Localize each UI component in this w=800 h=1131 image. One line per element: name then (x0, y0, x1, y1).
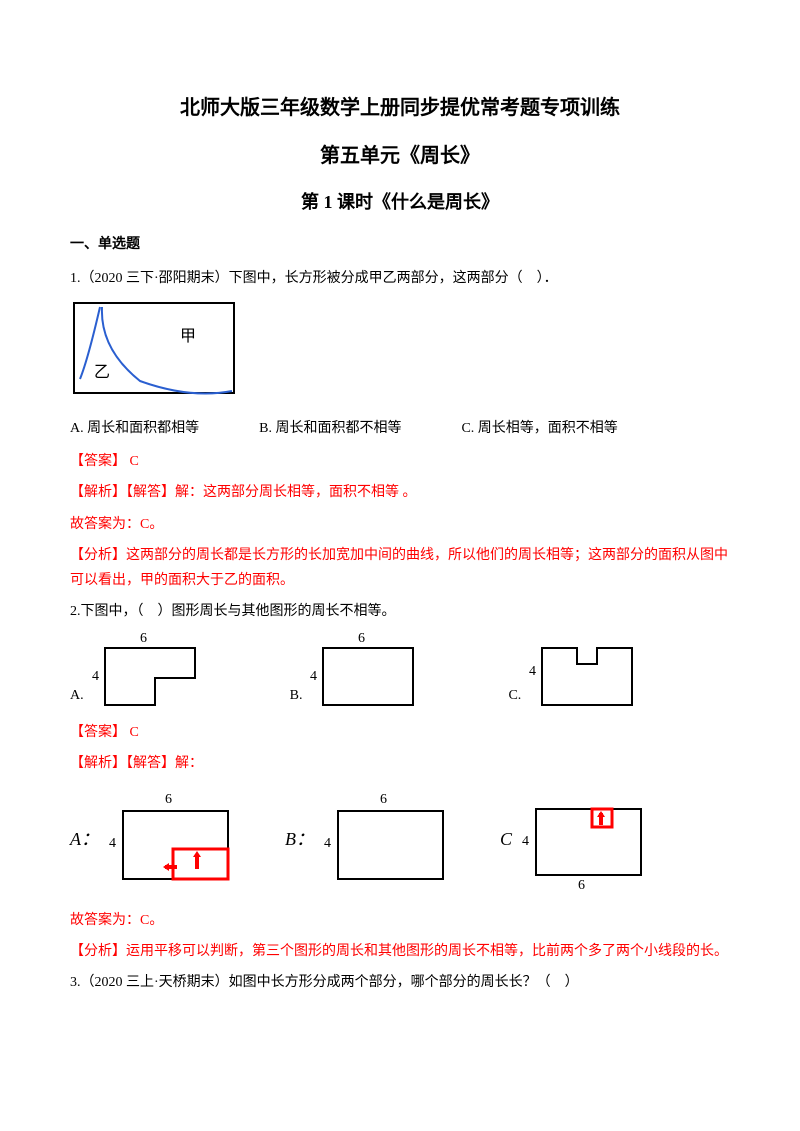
q1-analysis: 【分析】这两部分的周长都是长方形的长加宽加中间的曲线，所以他们的周长相等；这两部… (70, 543, 730, 593)
label-jia: 甲 (180, 328, 196, 345)
title-lesson: 第 1 课时《什么是周长》 (70, 186, 730, 218)
svg-text:4: 4 (92, 669, 99, 684)
svg-text:4: 4 (522, 834, 529, 849)
svg-text:4: 4 (529, 664, 536, 679)
q1-explanation: 【解析】【解答】解：这两部分周长相等，面积不相等 。 (70, 480, 730, 505)
ans-figure-c: 4 6 (518, 787, 648, 892)
q1-option-c: C. 周长相等，面积不相等 (461, 416, 617, 441)
question-1-stem: 1.（2020 三下·邵阳期末）下图中，长方形被分成甲乙两部分，这两部分（ ）． (70, 266, 730, 291)
svg-text:6: 6 (140, 631, 147, 646)
q2-answer-diagrams: A： 6 4 B： 6 4 C 4 6 (70, 787, 730, 892)
q2-label-a: A. (70, 683, 84, 708)
section-heading: 一、单选题 (70, 232, 730, 257)
svg-text:6: 6 (358, 631, 365, 646)
q1-answer: 【答案】 C (70, 449, 730, 474)
svg-text:4: 4 (324, 836, 331, 851)
ans-figure-a: 6 4 (105, 789, 235, 889)
ans-label-b: B： (285, 823, 314, 855)
q2-label-c: C. (508, 683, 521, 708)
q1-options: A. 周长和面积都相等 B. 周长和面积都不相等 C. 周长相等，面积不相等 (70, 416, 730, 441)
q1-figure: 甲 乙 (70, 299, 730, 408)
q2-options: A. 6 4 B. 6 4 C. 4 6 6 (70, 630, 730, 710)
ans-figure-b: 6 4 (320, 789, 450, 889)
q2-label-b: B. (290, 683, 303, 708)
label-yi: 乙 (94, 364, 110, 381)
q1-option-b: B. 周长和面积都不相等 (259, 416, 401, 441)
ans-label-a: A： (70, 823, 99, 855)
svg-text:6: 6 (578, 878, 585, 892)
title-unit: 第五单元《周长》 (70, 138, 730, 174)
q2-figure-c: 4 6 6 (527, 630, 637, 710)
ans-label-c: C (500, 823, 512, 855)
svg-text:6: 6 (165, 792, 172, 807)
question-3-stem: 3.（2020 三上·天桥期末）如图中长方形分成两个部分，哪个部分的周长长？（ … (70, 970, 730, 995)
q2-answer: 【答案】 C (70, 720, 730, 745)
question-2-stem: 2.下图中，（ ）图形周长与其他图形的周长不相等。 (70, 599, 730, 624)
q2-figure-b: 6 4 (308, 630, 418, 710)
svg-text:4: 4 (310, 669, 317, 684)
svg-text:6: 6 (380, 792, 387, 807)
svg-text:4: 4 (109, 836, 116, 851)
q2-figure-a: 6 4 (90, 630, 200, 710)
q1-so: 故答案为：C。 (70, 512, 730, 537)
svg-text:6: 6 (577, 709, 584, 710)
q2-analysis: 【分析】运用平移可以判断，第三个图形的周长和其他图形的周长不相等，比前两个多了两… (70, 939, 730, 964)
q2-explanation-label: 【解析】【解答】解： (70, 751, 730, 776)
title-main: 北师大版三年级数学上册同步提优常考题专项训练 (70, 90, 730, 126)
q2-so: 故答案为：C。 (70, 908, 730, 933)
q1-option-a: A. 周长和面积都相等 (70, 416, 199, 441)
